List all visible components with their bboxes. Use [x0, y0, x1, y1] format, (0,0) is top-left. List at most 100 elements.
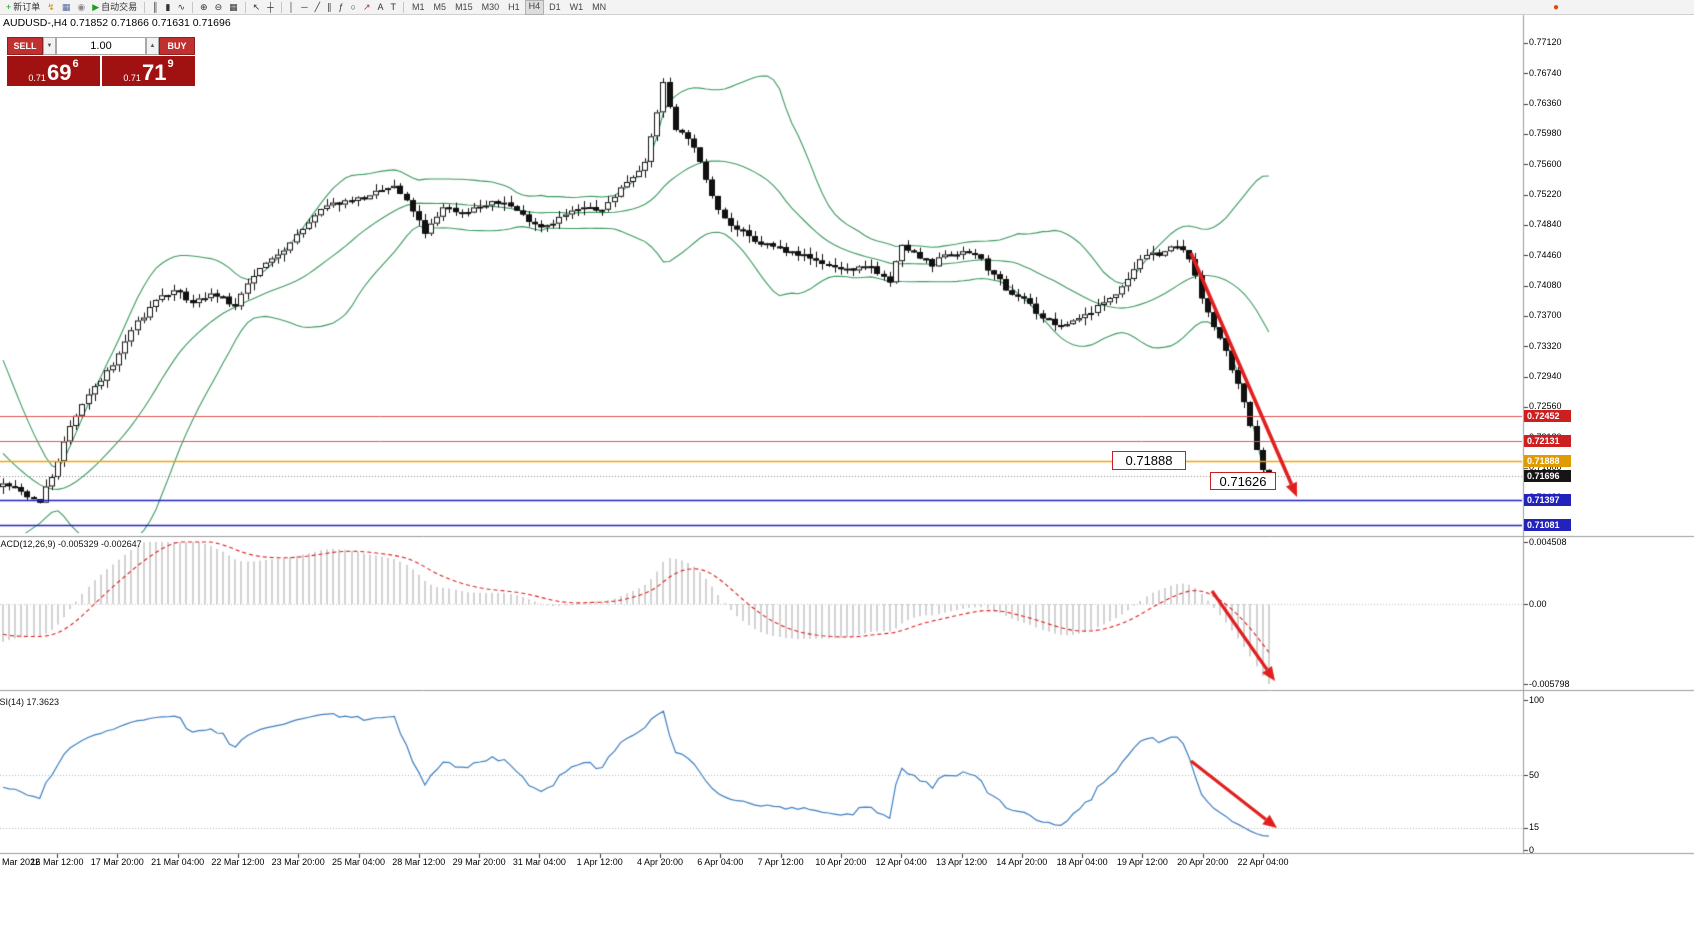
zoom-in-icon[interactable]: ⊕	[197, 1, 211, 14]
price-axis-tick: 0.74840	[1529, 219, 1562, 230]
sell-button[interactable]: SELL	[7, 37, 43, 55]
zoom-out-icon[interactable]: ⊖	[212, 1, 226, 14]
bar-chart-icon[interactable]: ║	[149, 1, 161, 14]
bar-chart-icon: ║	[152, 1, 159, 12]
price-axis-tick: 0.73320	[1529, 340, 1562, 351]
price-axis-tick: 0.76360	[1529, 98, 1562, 109]
toolbar-separator	[192, 1, 194, 13]
toolbar: + 新订单 ↯ ▦ ◉ ▶ 自动交易 ║ ▮ ∿ ⊕ ⊖ ▦ ↖ ┼ │ ─ ╱ ∥ ƒ ○ ↗ A T M1 M5 M15 M30 H…	[0, 0, 1694, 15]
arrows-icon[interactable]: ↗	[360, 1, 374, 14]
toolbar-separator	[244, 1, 246, 13]
buy-price-prefix: 0.71	[123, 73, 141, 83]
time-axis-label: 29 Mar 20:00	[452, 857, 506, 867]
new-order-button-label: 新订单	[13, 1, 41, 12]
rsi-axis-label: 0	[1529, 844, 1535, 855]
chart-window-icon[interactable]: ▦	[59, 1, 74, 14]
line-chart-icon: ∿	[177, 1, 186, 12]
new-order-icon: +	[6, 1, 12, 12]
horizontal-line-icon[interactable]: ─	[298, 1, 310, 14]
timeframe-button-h1[interactable]: H1	[508, 1, 520, 12]
trendline-icon[interactable]: ╱	[312, 1, 323, 14]
buy-price-big: 71	[141, 60, 167, 85]
auto-trading-button[interactable]: ▶ 自动交易	[89, 1, 140, 14]
rsi-indicator-label: RSI(14) 17.3623	[0, 697, 60, 707]
time-axis-label: 25 Mar 04:00	[331, 857, 386, 867]
timeframe-button-h4[interactable]: H4	[524, 0, 545, 15]
record-icon[interactable]: ●	[1552, 1, 1559, 13]
zoom-in-icon: ⊕	[200, 1, 208, 12]
sell-price-prefix: 0.71	[28, 73, 46, 83]
macd-axis-label: 0.00	[1529, 598, 1547, 609]
volume-input[interactable]: 1.00	[56, 37, 146, 55]
volume-down-button[interactable]: ▼	[43, 37, 56, 55]
timeframe-button-w1[interactable]: W1	[569, 1, 584, 12]
candlestick-chart-icon[interactable]: ▮	[163, 1, 174, 14]
sell-price-button[interactable]: 0.71 69 6	[7, 56, 100, 86]
price-level-tag[interactable]: 0.71888	[1524, 454, 1571, 467]
toolbar-separator	[280, 1, 282, 13]
price-text-label[interactable]: 0.71626	[1210, 472, 1276, 490]
price-axis-tick: 0.72560	[1529, 401, 1562, 412]
time-axis-label: 21 Mar 04:00	[151, 857, 205, 867]
time-axis-label: 19 Apr 12:00	[1116, 857, 1168, 867]
new-order-button[interactable]: + 新订单	[3, 1, 43, 14]
timeframe-button-m1[interactable]: M1	[412, 1, 425, 12]
timeframe-button-m30[interactable]: M30	[481, 1, 500, 12]
alerts-icon[interactable]: ◉	[74, 1, 88, 14]
crosshair-icon[interactable]: ┼	[264, 1, 276, 14]
crosshair-icon: ┼	[267, 1, 274, 12]
rsi-axis-label: 15	[1529, 822, 1540, 832]
sell-price-big: 69	[46, 60, 72, 85]
macd-indicator-label: MACD(12,26,9) -0.005329 -0.002647	[0, 539, 142, 549]
time-axis-label: 28 Mar 12:00	[392, 857, 446, 867]
trendline-icon: ╱	[314, 1, 321, 12]
time-axis-label: 22 Apr 04:00	[1237, 857, 1289, 867]
time-axis-label: 10 Apr 20:00	[815, 857, 867, 867]
time-axis-label: 18 Apr 04:00	[1056, 857, 1108, 867]
vertical-line-icon[interactable]: │	[286, 1, 298, 14]
timeframe-button-m5[interactable]: M5	[433, 1, 447, 12]
current-price-tag[interactable]: 0.71696	[1524, 469, 1571, 482]
price-level-tag[interactable]: 0.72452	[1524, 409, 1571, 422]
auto-trading-button-label: 自动交易	[101, 1, 138, 12]
price-text-label[interactable]: 0.71888	[1112, 451, 1186, 470]
timeframe-button-m15[interactable]: M15	[455, 1, 473, 12]
price-axis-tick: 0.74460	[1529, 249, 1562, 260]
price-axis-tick: 0.77120	[1529, 37, 1562, 48]
time-axis-label: 14 Apr 20:00	[996, 857, 1048, 867]
price-level-tag[interactable]: 0.71397	[1524, 493, 1571, 506]
text-label-icon[interactable]: T	[388, 1, 400, 14]
timeframe-button-mn[interactable]: MN	[592, 1, 607, 12]
tile-windows-icon[interactable]: ▦	[226, 1, 241, 14]
one-click-trading-panel: SELL ▼ 1.00 ▲ BUY 0.71 69 6 0.71 71 9	[7, 37, 195, 86]
price-level-tag[interactable]: 0.71081	[1524, 518, 1571, 531]
buy-price-button[interactable]: 0.71 71 9	[102, 56, 195, 86]
fibonacci-icon[interactable]: ƒ	[336, 1, 347, 14]
time-axis-label: 16 Mar 12:00	[30, 857, 84, 867]
time-axis-label: 20 Apr 20:00	[1177, 857, 1229, 867]
line-chart-icon[interactable]: ∿	[174, 1, 188, 14]
cursor-icon[interactable]: ↖	[250, 1, 264, 14]
price-axis-tick: 0.76740	[1529, 67, 1562, 78]
chevron-up-icon: ▲	[149, 43, 156, 49]
time-axis-label: 31 Mar 04:00	[512, 857, 566, 867]
shapes-icon[interactable]: ○	[348, 1, 359, 14]
toolbar-separator	[144, 1, 146, 13]
timeframe-button-d1[interactable]: D1	[549, 1, 561, 12]
candlestick-chart-icon: ▮	[165, 1, 171, 12]
text-icon: A	[377, 1, 384, 12]
time-axis-label: 22 Mar 12:00	[211, 857, 265, 867]
text-icon[interactable]: A	[375, 1, 387, 14]
buy-button[interactable]: BUY	[159, 37, 195, 55]
lightning-icon[interactable]: ↯	[44, 1, 58, 14]
toolbar-separator	[403, 1, 405, 13]
macd-axis-label: -0.005798	[1529, 678, 1570, 689]
time-axis-label: 6 Apr 04:00	[697, 857, 744, 867]
buy-price-pip: 9	[167, 58, 174, 70]
rsi-axis-label: 100	[1529, 694, 1545, 705]
price-axis-tick: 0.73700	[1529, 310, 1562, 321]
equidistant-channel-icon[interactable]: ∥	[324, 1, 335, 14]
price-level-tag[interactable]: 0.72131	[1524, 435, 1571, 448]
volume-up-button[interactable]: ▲	[146, 37, 159, 55]
